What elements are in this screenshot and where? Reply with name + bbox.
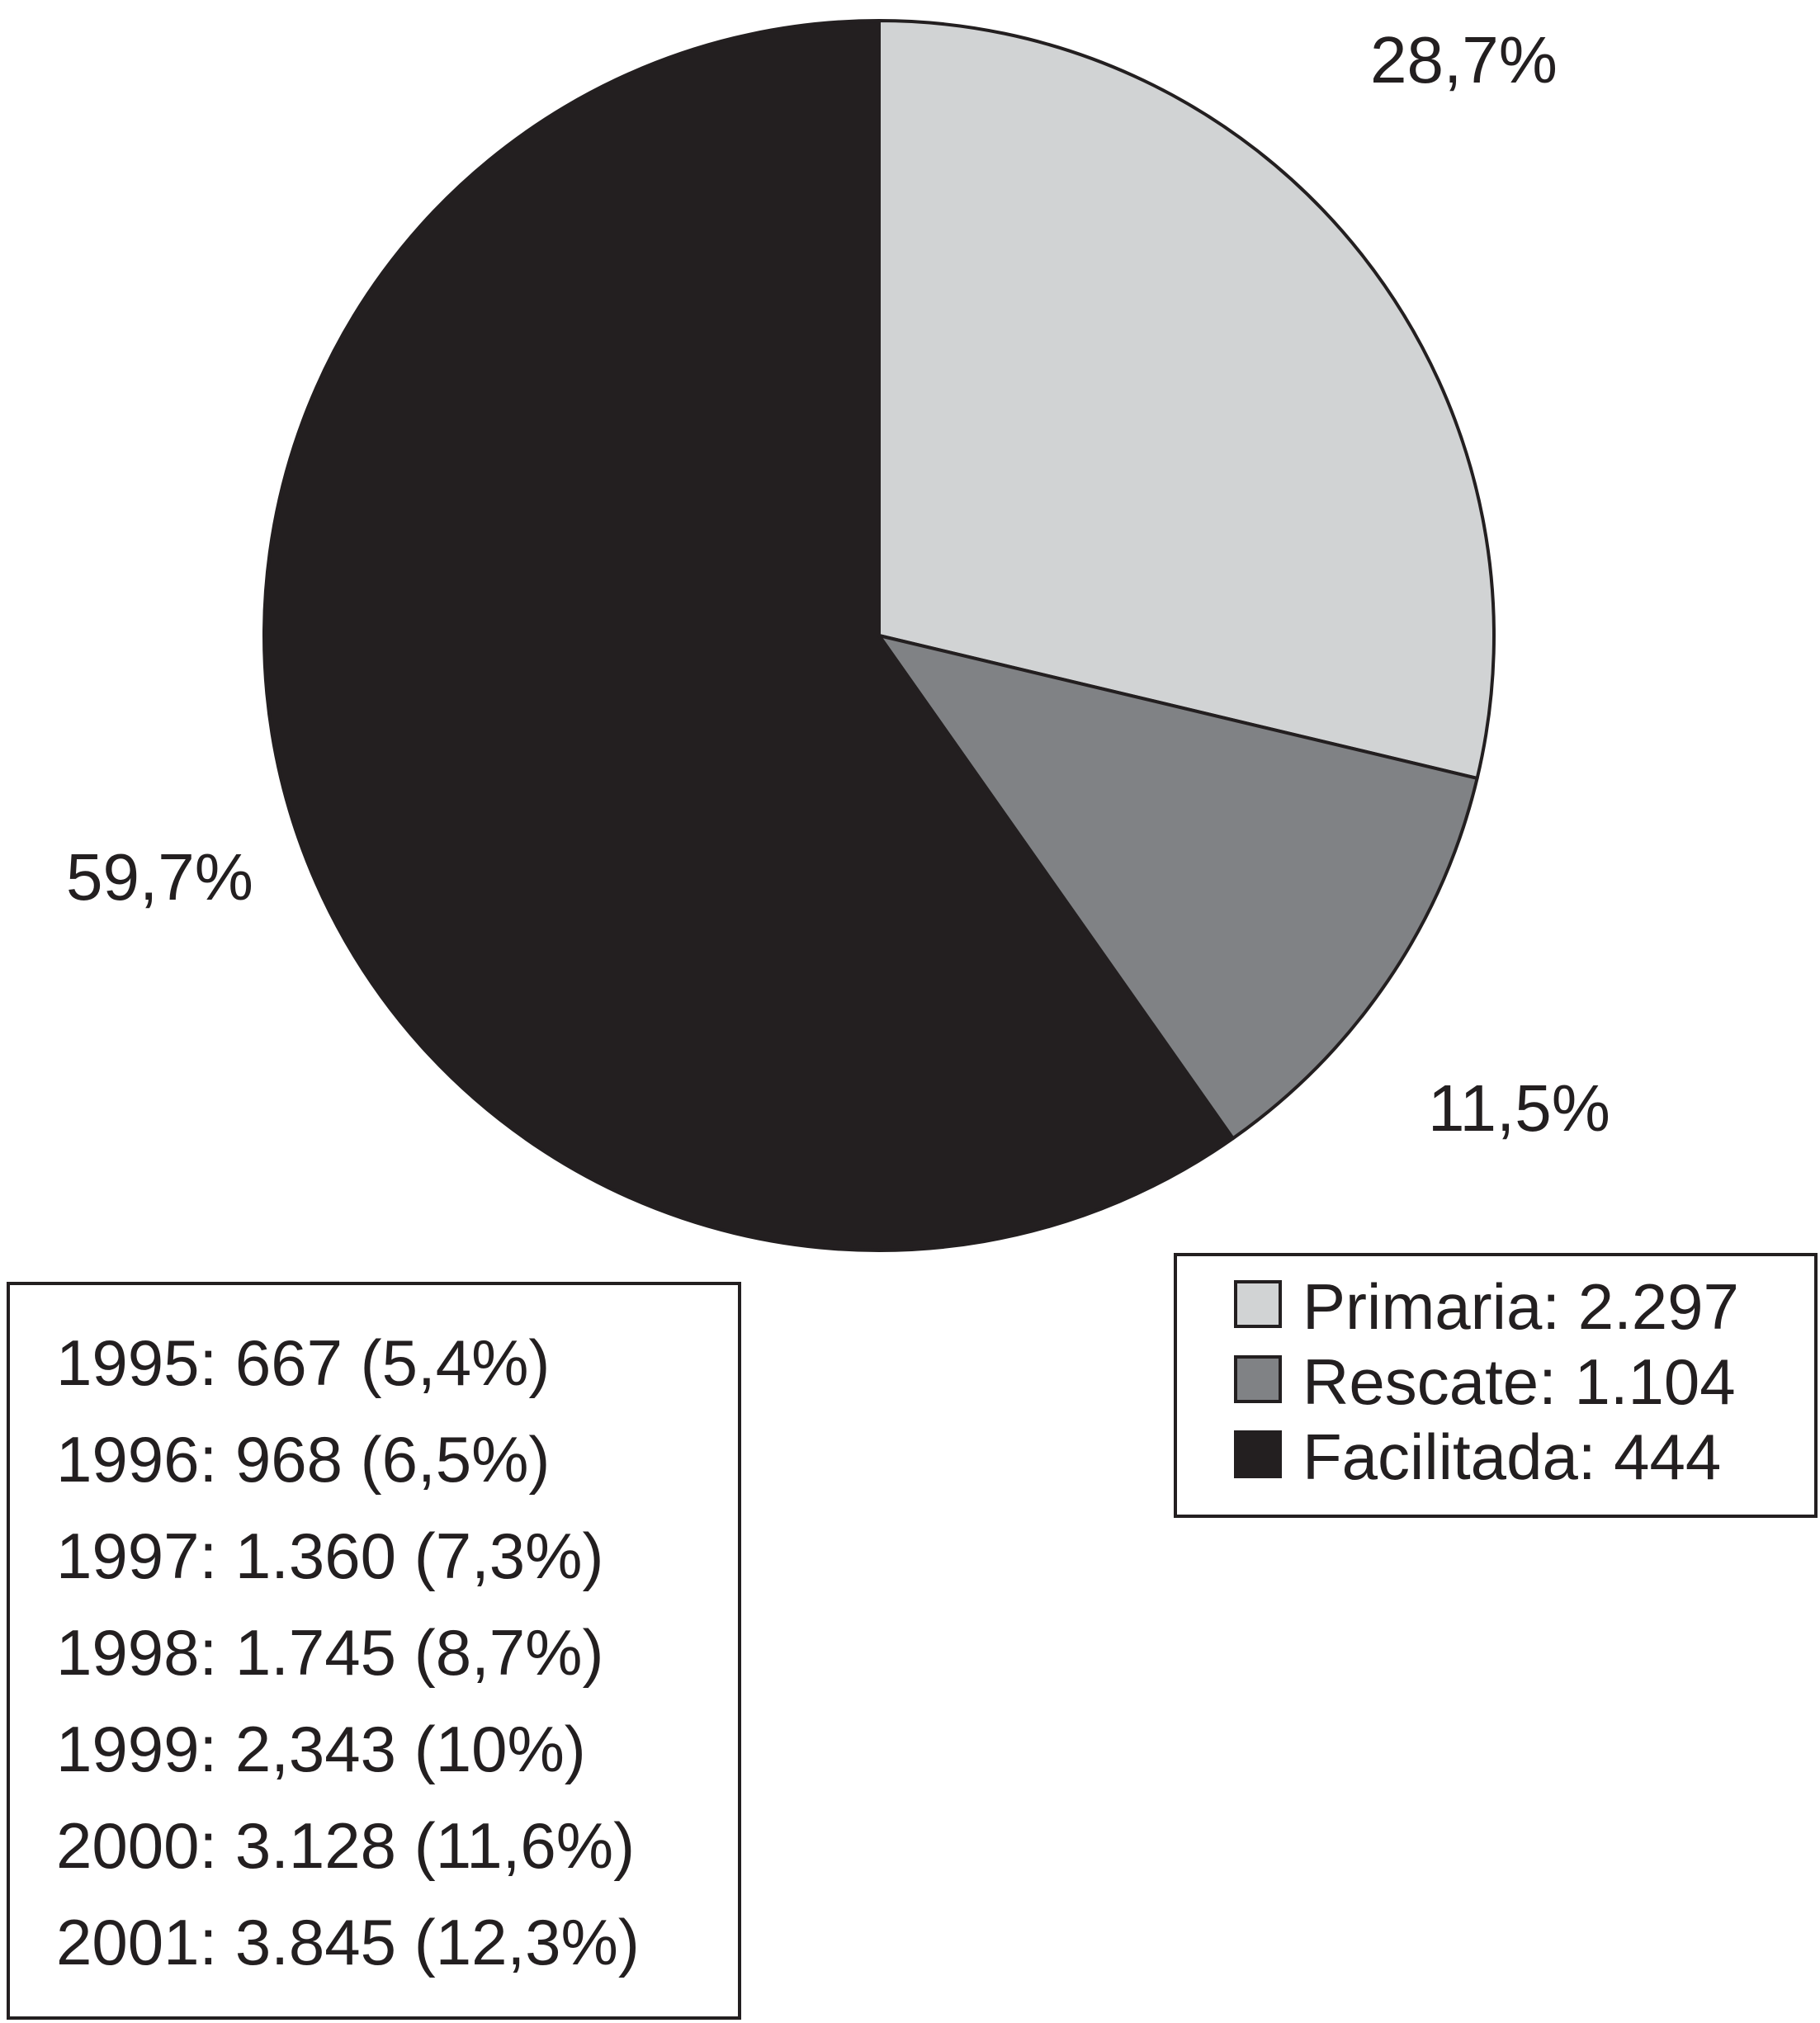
year-line-1999: 1999: 2,343 (10%): [56, 1713, 586, 1785]
year-line-1997: 1997: 1.360 (7,3%): [56, 1520, 603, 1592]
legend-label-rescate: Rescate: 1.104: [1302, 1345, 1736, 1418]
pie-slice-rescate: [877, 634, 1479, 1141]
year-line-1998: 1998: 1.745 (8,7%): [56, 1616, 603, 1689]
year-line-2000: 2000: 3.128 (11,6%): [56, 1809, 635, 1882]
legend-swatch-primaria: [1234, 1280, 1282, 1328]
year-line-1995: 1995: 667 (5,4%): [56, 1326, 550, 1399]
year-line-2001: 2001: 3.845 (12,3%): [56, 1906, 640, 1978]
legend-box: [1174, 1253, 1818, 1518]
years-box: 1995: 667 (5,4%) 1996: 968 (6,5%) 1997: …: [7, 1282, 741, 2020]
slice-label-facilitada: 59,7%: [66, 840, 253, 914]
legend-swatch-facilitada: [1234, 1430, 1282, 1478]
legend-label-primaria: Primaria: 2.297: [1302, 1270, 1739, 1343]
year-line-1996: 1996: 968 (6,5%): [56, 1423, 550, 1496]
pie-slice-facilitada: [262, 19, 1235, 1252]
years-box-frame: [7, 1282, 741, 2020]
pie-slice-primaria: [877, 19, 1496, 780]
legend-label-facilitada: Facilitada: 444: [1302, 1420, 1721, 1493]
pie-slices: [262, 19, 1496, 1252]
legend-swatch-rescate: [1234, 1355, 1282, 1403]
slice-label-rescate: 11,5%: [1428, 1071, 1610, 1145]
slice-label-primaria: 28,7%: [1370, 23, 1558, 97]
legend: Primaria: 2.297 Rescate: 1.104 Facilitad…: [1174, 1253, 1818, 1518]
